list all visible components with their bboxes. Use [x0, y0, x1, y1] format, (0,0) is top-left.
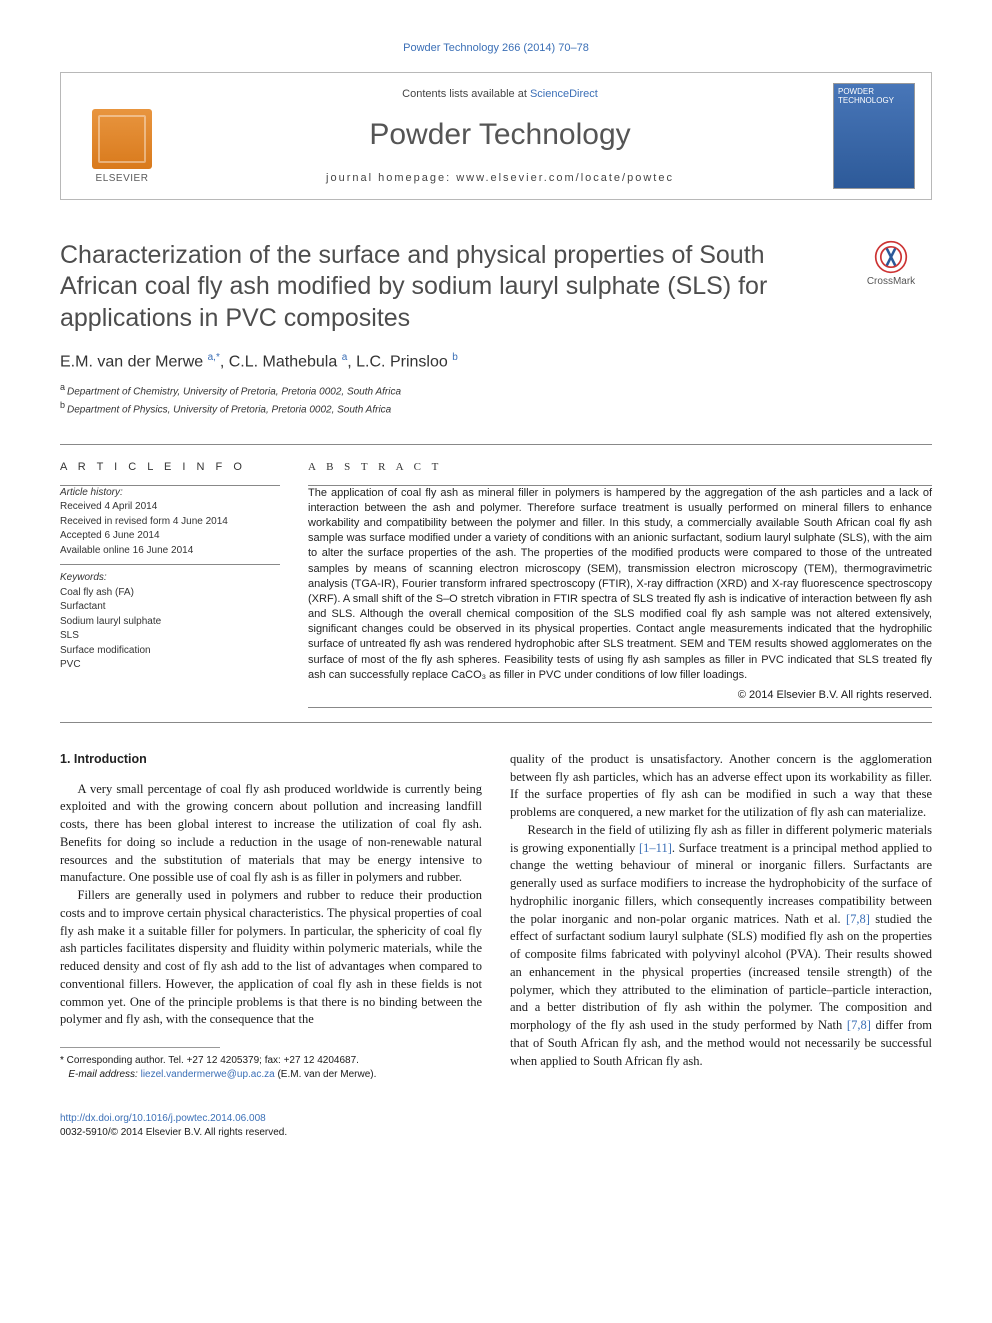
body-columns: 1. Introduction A very small percentage … [60, 751, 932, 1082]
ref-7-8-a[interactable]: [7,8] [846, 912, 870, 926]
article-history-block: Article history: Received 4 April 2014 R… [60, 486, 280, 673]
homepage-url[interactable]: www.elsevier.com/locate/powtec [456, 172, 674, 184]
affiliations: aDepartment of Chemistry, University of … [60, 381, 932, 418]
author-list: E.M. van der Merwe a,*, C.L. Mathebula a… [60, 352, 932, 371]
ref-1-11[interactable]: [1–11] [639, 841, 672, 855]
contents-lists-line: Contents lists available at ScienceDirec… [167, 88, 833, 100]
paragraph-4: Research in the field of utilizing fly a… [510, 822, 932, 1071]
paragraph-2: Fillers are generally used in polymers a… [60, 887, 482, 1029]
author-3-aff: b [452, 352, 458, 363]
history-line-1: Received 4 April 2014 [60, 500, 280, 515]
journal-cover-title: POWDER TECHNOLOGY [838, 88, 910, 106]
journal-header-box: ELSEVIER Contents lists available at Sci… [60, 72, 932, 200]
publisher-logo-block: ELSEVIER [77, 88, 167, 184]
abstract-copyright: © 2014 Elsevier B.V. All rights reserved… [308, 689, 932, 701]
footnote-separator [60, 1047, 220, 1048]
contents-prefix: Contents lists available at [402, 88, 530, 100]
paragraph-1: A very small percentage of coal fly ash … [60, 781, 482, 888]
history-line-4: Available online 16 June 2014 [60, 544, 280, 559]
history-line-3: Accepted 6 June 2014 [60, 529, 280, 544]
journal-citation: Powder Technology 266 (2014) 70–78 [60, 42, 932, 54]
title-row: Characterization of the surface and phys… [60, 240, 932, 334]
crossmark-label: CrossMark [867, 276, 915, 287]
article-info-column: A R T I C L E I N F O Article history: R… [60, 461, 280, 708]
page-root: Powder Technology 266 (2014) 70–78 ELSEV… [0, 0, 992, 1190]
article-title: Characterization of the surface and phys… [60, 240, 834, 334]
page-footer: http://dx.doi.org/10.1016/j.powtec.2014.… [60, 1112, 932, 1140]
affiliation-b: bDepartment of Physics, University of Pr… [60, 399, 932, 417]
rule-bottom [60, 722, 932, 723]
journal-name: Powder Technology [167, 118, 833, 152]
footnote-corr-text: Corresponding author. Tel. +27 12 420537… [67, 1055, 359, 1066]
abstract-column: A B S T R A C T The application of coal … [308, 461, 932, 708]
keyword-1: Coal fly ash (FA) [60, 586, 280, 601]
journal-masthead: Contents lists available at ScienceDirec… [167, 88, 833, 184]
info-abstract-row: A R T I C L E I N F O Article history: R… [60, 461, 932, 708]
abstract-text: The application of coal fly ash as miner… [308, 486, 932, 683]
paragraph-3: quality of the product is unsatisfactory… [510, 751, 932, 822]
info-rule-2 [60, 564, 280, 565]
publisher-name: ELSEVIER [96, 173, 149, 184]
footnote-email-owner: (E.M. van der Merwe). [275, 1069, 377, 1080]
keyword-2: Surfactant [60, 600, 280, 615]
crossmark-icon [874, 240, 908, 274]
keyword-5: Surface modification [60, 644, 280, 659]
keywords-heading: Keywords: [60, 571, 280, 586]
article-info-label: A R T I C L E I N F O [60, 461, 280, 473]
homepage-label: journal homepage: [326, 172, 456, 184]
keyword-6: PVC [60, 658, 280, 673]
author-3: L.C. Prinsloo [356, 353, 452, 370]
author-2: C.L. Mathebula [229, 353, 342, 370]
p4-part-c: studied the effect of surfactant sodium … [510, 912, 932, 1033]
journal-homepage-line: journal homepage: www.elsevier.com/locat… [167, 172, 833, 184]
corresponding-footnote: * Corresponding author. Tel. +27 12 4205… [60, 1054, 482, 1082]
rule-top [60, 444, 932, 445]
author-1-aff: a, [208, 352, 216, 363]
section-heading-1: 1. Introduction [60, 751, 482, 769]
doi-link[interactable]: http://dx.doi.org/10.1016/j.powtec.2014.… [60, 1112, 932, 1126]
sciencedirect-link[interactable]: ScienceDirect [530, 88, 598, 100]
history-line-2: Received in revised form 4 June 2014 [60, 515, 280, 530]
keyword-3: Sodium lauryl sulphate [60, 615, 280, 630]
abstract-rule-bottom [308, 707, 932, 708]
footnote-email-label: E-mail address: [68, 1069, 140, 1080]
journal-cover-thumb: POWDER TECHNOLOGY [833, 83, 915, 189]
crossmark-badge[interactable]: CrossMark [850, 240, 932, 287]
abstract-label: A B S T R A C T [308, 461, 932, 473]
issn-copyright-line: 0032-5910/© 2014 Elsevier B.V. All right… [60, 1126, 932, 1140]
history-heading: Article history: [60, 486, 280, 501]
footnote-star-icon: * [60, 1055, 67, 1066]
affiliation-a: aDepartment of Chemistry, University of … [60, 381, 932, 399]
author-1: E.M. van der Merwe [60, 353, 208, 370]
ref-7-8-b[interactable]: [7,8] [847, 1018, 871, 1032]
footnote-email-link[interactable]: liezel.vandermerwe@up.ac.za [141, 1069, 275, 1080]
keyword-4: SLS [60, 629, 280, 644]
elsevier-logo [92, 109, 152, 169]
